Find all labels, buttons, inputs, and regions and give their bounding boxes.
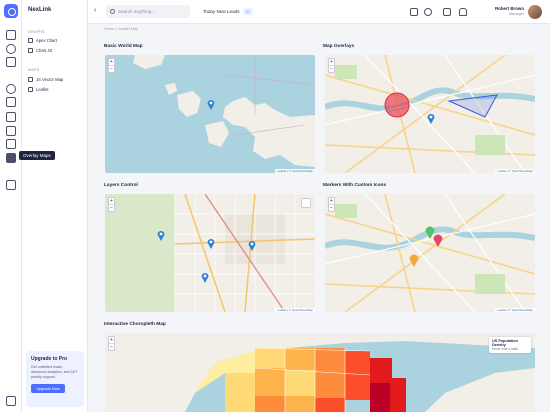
chart-icon[interactable]	[6, 97, 16, 107]
markers-map-tiles	[325, 194, 535, 312]
chart-icon	[28, 47, 33, 53]
card-title-overlays: Map Overlays	[323, 44, 355, 49]
zoom-out-button[interactable]: −	[109, 204, 114, 211]
map-marker-icon[interactable]	[248, 240, 256, 251]
sidebar-item-chart-js[interactable]: Chart JS	[28, 46, 52, 54]
overlay-map[interactable]: + − Leaflet | © OpenStreetMap	[325, 55, 535, 173]
map-marker-icon[interactable]	[207, 99, 215, 110]
sidebar-nav: NexLink GRAPHS Apex Chart Chart JS MAPS …	[22, 0, 88, 412]
language-icon[interactable]	[410, 8, 418, 16]
sidebar-item-label: Apex Chart	[36, 37, 57, 43]
map-marker-icon[interactable]	[157, 230, 165, 241]
zoom-control: + −	[108, 58, 115, 73]
leads-label: Today New Leads	[203, 9, 240, 14]
sidebar-item-label: JS Vector Map	[36, 76, 64, 82]
upgrade-promo: Upgrade to Pro Get unlimited leads, adva…	[26, 351, 84, 407]
zoom-control: + −	[328, 197, 335, 212]
today-leads: Today New Leads 27	[203, 8, 253, 15]
promo-title: Upgrade to Pro	[31, 356, 68, 362]
home-icon[interactable]	[6, 30, 16, 40]
logout-icon[interactable]	[6, 396, 16, 406]
nav-section-heading: GRAPHS	[28, 30, 45, 34]
map-attribution: Leaflet | © OpenStreetMap	[495, 169, 535, 173]
world-map-tiles	[105, 55, 315, 167]
sidebar-item-js-vector-map[interactable]: JS Vector Map	[28, 75, 63, 83]
choropleth-tiles	[105, 333, 535, 412]
user-role: Manager	[509, 12, 524, 16]
map-marker-icon[interactable]	[427, 113, 435, 124]
nav-section-heading: MAPS	[28, 68, 40, 72]
leads-count-badge: 27	[242, 8, 253, 15]
app-title: NexLink	[28, 7, 52, 13]
red-marker-icon[interactable]	[433, 234, 443, 247]
search-box[interactable]	[106, 5, 190, 18]
choropleth-map[interactable]: + − US Population Density Hover over a s…	[105, 333, 535, 412]
legend-subtitle: Hover over a state	[492, 347, 519, 351]
grid-icon[interactable]	[6, 112, 16, 122]
map-marker-icon[interactable]	[201, 272, 209, 283]
zoom-in-button[interactable]: +	[110, 337, 113, 343]
custom-markers-map[interactable]: + − Leaflet | © OpenStreetMap	[325, 194, 535, 312]
search-icon	[110, 9, 115, 14]
chart-icon	[28, 37, 33, 43]
top-bar: ‹ Today New Leads 27 Robert Brown Manage…	[88, 0, 550, 24]
location-icon[interactable]	[6, 84, 16, 94]
map-marker-icon[interactable]	[207, 238, 215, 249]
card-title-basic-map: Basic World Map	[104, 44, 143, 49]
calendar-icon[interactable]	[6, 57, 16, 67]
clipboard-icon[interactable]	[6, 139, 16, 149]
theme-toggle-icon[interactable]	[424, 8, 432, 16]
sidebar-item-label: Leaflet	[36, 86, 49, 92]
card-title-choropleth: Interactive Choropleth Map	[104, 322, 166, 327]
green-marker-icon[interactable]	[425, 226, 435, 239]
bell-icon[interactable]	[459, 8, 467, 16]
map-attribution: Leaflet | © OpenStreetMap	[275, 308, 315, 312]
zoom-control: + −	[108, 336, 115, 351]
map-icon	[28, 76, 33, 82]
legend-title: US Population Density	[492, 339, 518, 347]
zoom-out-button[interactable]: −	[109, 343, 114, 350]
map-icon[interactable]	[6, 153, 16, 163]
zoom-in-button[interactable]: +	[110, 59, 113, 65]
avatar[interactable]	[528, 5, 542, 19]
chevron-left-icon[interactable]: ‹	[94, 7, 97, 14]
basic-world-map[interactable]: + − Leaflet | © OpenStreetMap	[105, 55, 315, 173]
zoom-in-button[interactable]: +	[330, 59, 333, 65]
layers-map-tiles	[105, 194, 315, 312]
orange-marker-icon[interactable]	[409, 254, 419, 267]
sidebar-tooltip: Overlay Maps	[19, 151, 55, 160]
logo-icon[interactable]	[4, 4, 18, 18]
sidebar-item-label: Chart JS	[36, 47, 53, 53]
card-title-markers: Markers With Custom Icons	[323, 183, 387, 188]
zoom-out-button[interactable]: −	[109, 65, 114, 72]
zoom-in-button[interactable]: +	[110, 198, 113, 204]
card-title-layers: Layers Control	[104, 183, 138, 188]
search-input[interactable]	[118, 9, 188, 14]
settings-icon[interactable]	[6, 44, 16, 54]
widget-icon[interactable]	[6, 126, 16, 136]
zoom-control: + −	[328, 58, 335, 73]
user-name: Robert Brown	[494, 6, 524, 11]
layers-icon[interactable]	[301, 198, 311, 208]
promo-text: Get unlimited leads, advanced analytics,…	[31, 365, 78, 379]
zoom-in-button[interactable]: +	[330, 198, 333, 204]
zoom-control: + −	[108, 197, 115, 212]
sidebar-item-apex-chart[interactable]: Apex Chart	[28, 36, 57, 44]
add-icon[interactable]	[6, 180, 16, 190]
zoom-out-button[interactable]: −	[329, 65, 334, 72]
map-icon	[28, 86, 33, 92]
map-attribution: Leaflet | © OpenStreetMap	[275, 169, 315, 173]
sidebar-item-leaflet[interactable]: Leaflet	[28, 85, 49, 93]
overlay-map-tiles	[325, 55, 535, 173]
apps-icon[interactable]	[443, 8, 451, 16]
zoom-out-button[interactable]: −	[329, 204, 334, 211]
icon-rail	[0, 0, 22, 412]
map-attribution: Leaflet | © OpenStreetMap	[495, 308, 535, 312]
upgrade-button[interactable]: Upgrade Now	[31, 384, 65, 393]
breadcrumb: Home > Leaflet Map	[104, 27, 139, 31]
choropleth-info-box: US Population Density Hover over a state	[489, 337, 531, 353]
layers-control-map[interactable]: + − Leaflet | © OpenStreetMap	[105, 194, 315, 312]
